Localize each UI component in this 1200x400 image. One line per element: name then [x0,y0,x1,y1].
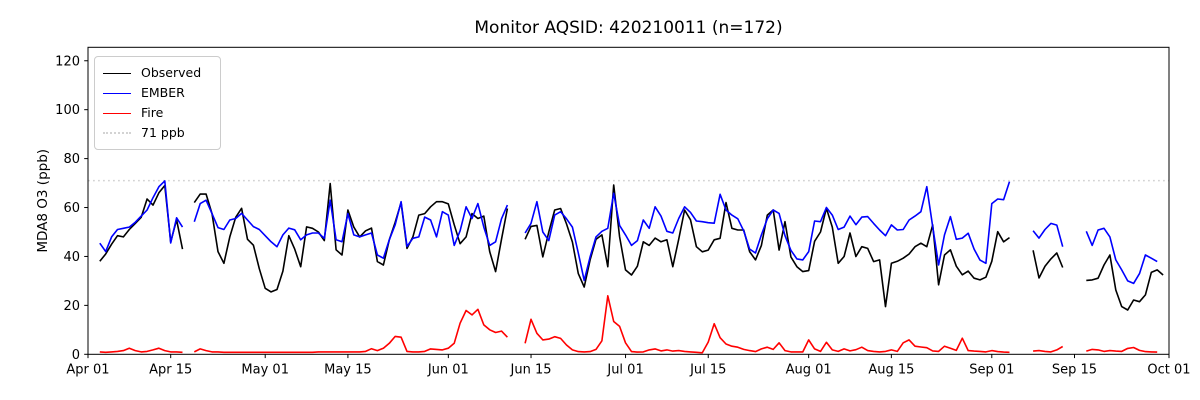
x-tick-label: Aug 01 [786,362,832,377]
x-tick-label: May 15 [324,362,372,377]
y-tick-label: 100 [55,103,80,118]
x-tick-label: Aug 15 [868,362,914,377]
x-tick-label: Sep 15 [1052,362,1097,377]
chart-title: Monitor AQSID: 420210011 (n=172) [474,18,782,38]
x-tick-label: Jul 01 [606,362,643,377]
legend-label-ember: EMBER [141,85,185,100]
ember-line [99,180,1158,285]
y-tick-label: 120 [55,54,80,69]
x-tick-label: Apr 01 [66,362,109,377]
x-tick-label: Apr 15 [149,362,192,377]
legend: Observed EMBER Fire 71 ppb [94,56,221,150]
threshold-line-swatch [103,132,131,134]
plot-area: Apr 01 Apr 15 May 01 May 15 Jun 01 Jun 15 Jul … [55,46,1191,377]
y-tick-label: 0 [72,348,80,363]
ember-line-swatch [103,92,131,94]
legend-label-fire: Fire [141,105,164,120]
legend-item-threshold: 71 ppb [103,123,210,143]
x-tick-label: Sep 01 [969,362,1014,377]
x-tick-label: May 01 [241,362,289,377]
fire-line-swatch [103,112,131,114]
y-tick-label: 60 [63,201,80,216]
legend-label-threshold: 71 ppb [141,125,185,140]
legend-item-fire: Fire [103,103,210,123]
x-tick-label: Jun 01 [427,362,469,377]
y-axis-label: MDA8 O3 (ppb) [35,149,51,253]
y-tick-label: 40 [63,250,80,265]
x-tick-label: Oct 01 [1147,362,1190,377]
legend-item-observed: Observed [103,63,210,83]
plot-frame [87,46,1170,355]
x-tick-label: Jul 15 [689,362,726,377]
legend-label-observed: Observed [141,65,202,80]
legend-item-ember: EMBER [103,83,210,103]
y-tick-label: 80 [63,152,80,167]
y-tick-label: 20 [63,299,80,314]
x-tick-label: Jun 15 [510,362,552,377]
fire-line [99,295,1158,354]
observed-line-swatch [103,72,131,74]
observed-line [99,182,1164,311]
